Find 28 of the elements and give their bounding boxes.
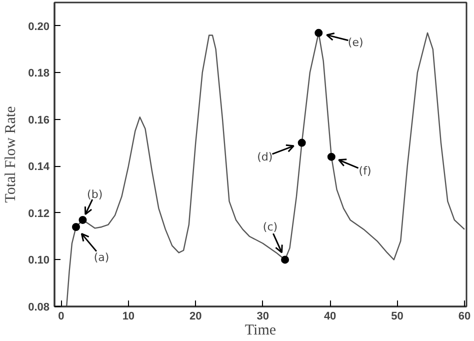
point [281,256,290,264]
y-tick-label: 0.14 [28,161,50,174]
x-tick-label: 20 [190,310,202,322]
x-tick-label: 50 [391,310,404,322]
annotation: (c) [262,220,278,234]
y-tick-label: 0.12 [28,208,50,220]
y-axis-title: Total Flow Rate [3,106,20,203]
point [72,223,80,231]
x-tick-label: 40 [324,310,336,322]
y-tick-label: 0.20 [28,20,50,33]
x-tick-label: 0 [58,310,64,322]
y-tick-label: 0.10 [28,254,50,267]
y-tick-label: 0.18 [28,68,50,80]
x-tick-label: 10 [122,310,135,322]
annotation: (a) [94,250,110,264]
x-tick-label: 30 [256,310,269,322]
y-tick-label: 0.16 [28,114,50,126]
point [78,216,87,224]
point [314,28,323,37]
annotation: (d) [257,150,273,164]
point [298,138,306,147]
x-axis-title: Time [244,322,276,338]
annotation: (e) [348,36,364,49]
point [327,152,336,161]
annotation: (f) [358,164,372,178]
x-tick-label: 60 [458,310,471,322]
annotation: (b) [87,188,103,201]
y-tick-label: 0.08 [28,302,50,314]
